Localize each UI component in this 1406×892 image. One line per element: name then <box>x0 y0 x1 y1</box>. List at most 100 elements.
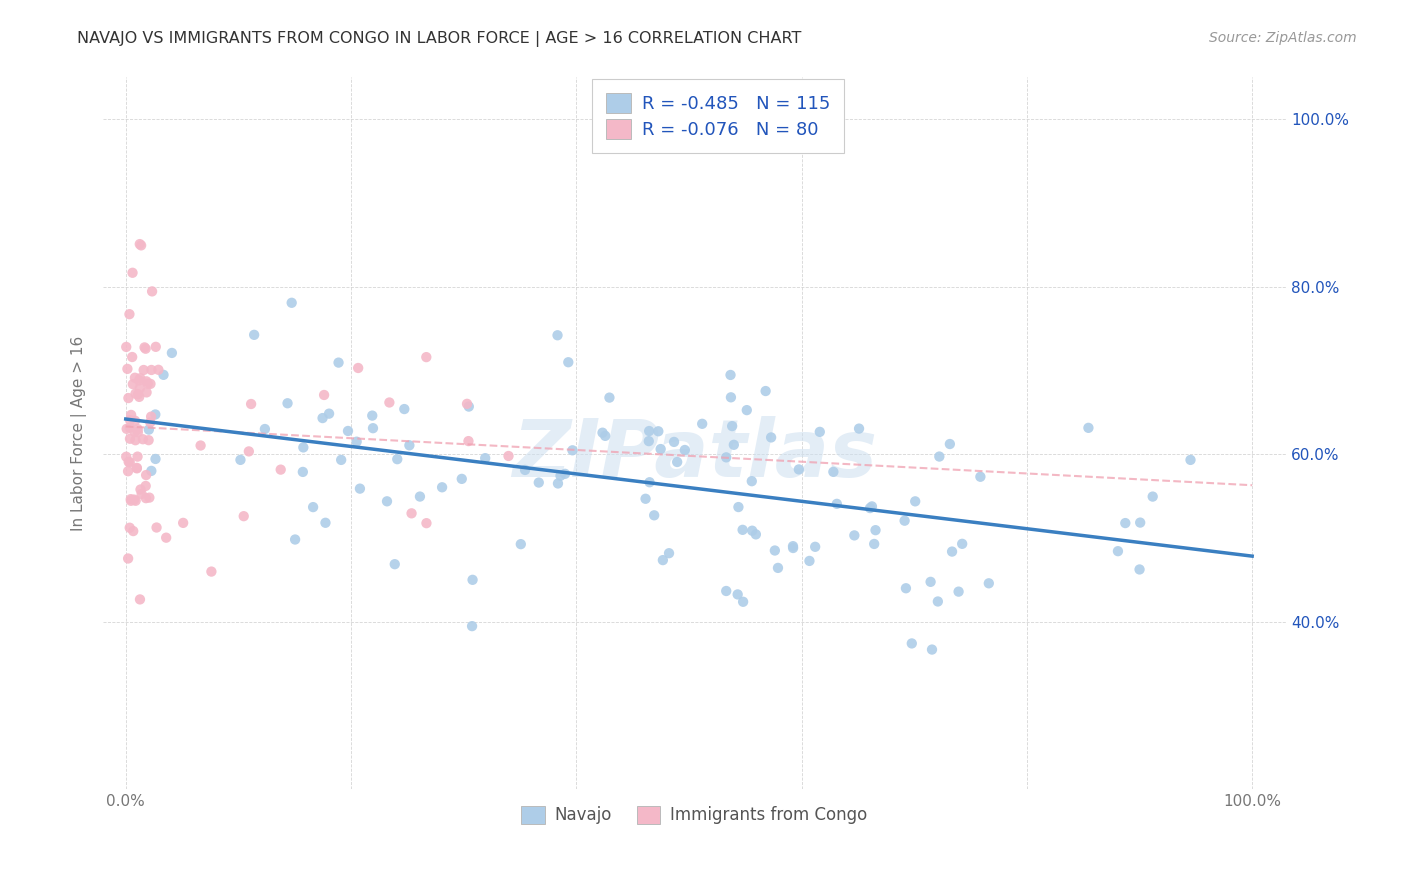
Point <box>948 584 970 599</box>
Text: NAVAJO VS IMMIGRANTS FROM CONGO IN LABOR FORCE | AGE > 16 CORRELATION CHART: NAVAJO VS IMMIGRANTS FROM CONGO IN LABOR… <box>77 31 801 47</box>
Point <box>145 340 167 354</box>
Point <box>844 528 866 542</box>
Legend: Navajo, Immigrants from Congo: Navajo, Immigrants from Congo <box>512 796 877 834</box>
Point <box>720 390 742 404</box>
Point <box>808 425 831 439</box>
Point <box>409 490 432 504</box>
Point <box>129 371 152 385</box>
Point <box>135 491 157 505</box>
Point <box>135 375 157 389</box>
Point <box>450 472 472 486</box>
Point <box>120 408 142 422</box>
Point <box>280 295 302 310</box>
Point <box>557 355 579 369</box>
Point <box>638 424 661 438</box>
Point <box>673 442 696 457</box>
Point <box>658 546 681 560</box>
Point <box>723 438 745 452</box>
Point <box>139 376 162 391</box>
Point <box>129 483 152 497</box>
Point <box>554 467 576 481</box>
Point <box>430 480 453 494</box>
Point <box>124 434 146 448</box>
Point <box>270 462 292 476</box>
Point <box>721 419 744 434</box>
Point <box>415 516 437 531</box>
Point <box>509 537 531 551</box>
Point <box>330 453 353 467</box>
Point <box>135 468 157 483</box>
Point <box>378 395 401 409</box>
Point <box>155 531 177 545</box>
Point <box>117 551 139 566</box>
Point <box>941 544 963 558</box>
Point <box>461 573 484 587</box>
Point <box>527 475 550 490</box>
Point <box>302 500 325 515</box>
Point <box>387 452 409 467</box>
Point <box>139 416 162 430</box>
Point <box>1128 562 1150 576</box>
Point <box>375 494 398 508</box>
Point <box>145 520 167 534</box>
Point <box>128 237 150 252</box>
Point <box>122 524 145 538</box>
Point <box>799 554 821 568</box>
Point <box>384 558 406 572</box>
Point <box>498 449 520 463</box>
Point <box>865 523 887 537</box>
Point <box>141 363 163 377</box>
Point <box>1142 490 1164 504</box>
Point <box>401 506 423 520</box>
Point <box>927 594 949 608</box>
Point <box>782 541 804 555</box>
Point <box>337 424 360 438</box>
Point <box>118 455 141 469</box>
Point <box>727 587 749 601</box>
Point <box>755 384 778 398</box>
Point <box>128 381 150 395</box>
Point <box>135 342 157 356</box>
Point <box>243 327 266 342</box>
Point <box>720 368 742 382</box>
Point <box>939 437 962 451</box>
Point <box>200 565 222 579</box>
Point <box>716 450 738 465</box>
Point <box>160 346 183 360</box>
Point <box>124 414 146 428</box>
Point <box>804 540 827 554</box>
Point <box>592 425 614 440</box>
Point <box>716 584 738 599</box>
Point <box>143 408 166 422</box>
Point <box>121 350 143 364</box>
Point <box>727 500 749 514</box>
Point <box>115 340 138 354</box>
Point <box>124 425 146 439</box>
Point <box>145 452 167 467</box>
Point <box>136 376 159 391</box>
Point <box>904 494 927 508</box>
Point <box>277 396 299 410</box>
Point <box>759 430 782 444</box>
Point <box>229 453 252 467</box>
Point <box>121 377 143 392</box>
Point <box>859 501 882 516</box>
Point <box>950 537 973 551</box>
Point <box>643 508 665 523</box>
Point <box>415 350 437 364</box>
Point <box>894 581 917 595</box>
Point <box>901 636 924 650</box>
Point <box>152 368 174 382</box>
Point <box>134 340 156 354</box>
Point <box>347 361 370 376</box>
Point <box>547 328 569 343</box>
Point <box>148 363 170 377</box>
Point <box>638 475 661 490</box>
Point <box>121 266 143 280</box>
Point <box>461 619 484 633</box>
Point <box>311 411 333 425</box>
Point <box>513 463 536 477</box>
Point <box>117 362 139 376</box>
Point <box>346 434 368 449</box>
Point <box>928 450 950 464</box>
